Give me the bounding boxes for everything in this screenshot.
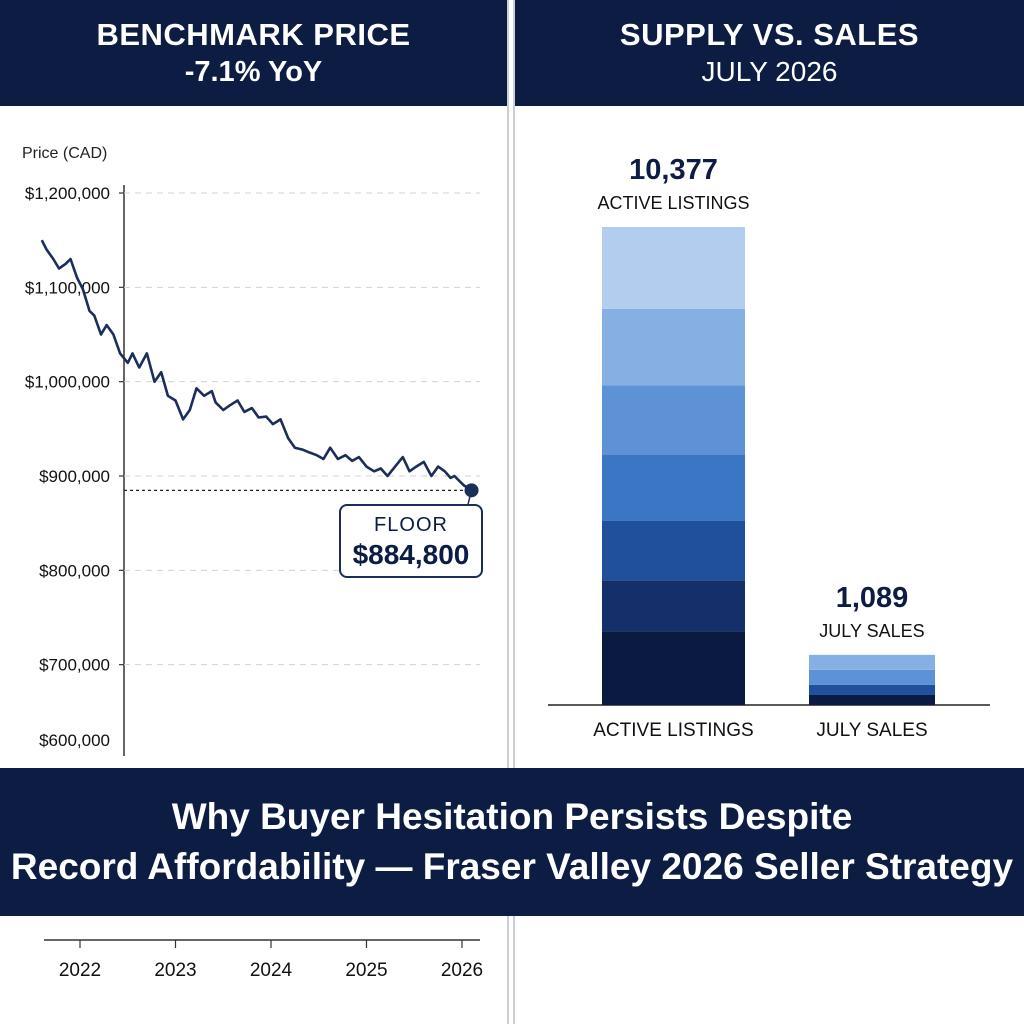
- bar-value-label: 10,377: [629, 154, 718, 186]
- benchmark-price-title: BENCHMARK PRICE: [96, 17, 411, 52]
- x-tick-label: 2022: [59, 960, 101, 981]
- headline-line-1: Why Buyer Hesitation Persists Despite: [171, 796, 853, 837]
- supply-sales-header: SUPPLY VS. SALES JULY 2026: [515, 0, 1024, 106]
- y-tick-label: $1,200,000: [25, 184, 110, 203]
- y-tick-label: $1,100,000: [25, 278, 110, 297]
- supply-sales-title: SUPPLY VS. SALES: [619, 17, 920, 52]
- bar-july-sales-segment: [809, 684, 935, 695]
- x-tick-label: 2024: [250, 960, 293, 981]
- bar-active-listings-segment: [602, 631, 745, 705]
- bar-active-listings-segment: [602, 520, 745, 581]
- bar-value-label: 1,089: [836, 582, 909, 614]
- y-tick-label: $600,000: [39, 731, 110, 750]
- floor-value: $884,800: [352, 539, 470, 570]
- bar-july-sales-segment: [809, 654, 935, 670]
- panel-divider: [507, 0, 515, 1024]
- bar-active-listings-segment: [602, 308, 745, 386]
- floor-marker-point: [464, 483, 479, 498]
- x-tick-label: 2026: [441, 960, 483, 981]
- bar-category-label: ACTIVE LISTINGS: [593, 720, 753, 741]
- y-tick-label: $700,000: [39, 656, 110, 675]
- bar-active-listings-segment: [602, 227, 745, 309]
- y-tick-label: $800,000: [39, 561, 110, 580]
- bar-july-sales-segment: [809, 694, 935, 705]
- bar-category-label: JULY SALES: [816, 720, 927, 741]
- y-tick-label: $1,000,000: [25, 373, 110, 392]
- price-series-line: [40, 239, 473, 492]
- floor-label: FLOOR: [374, 514, 448, 536]
- floor-callout: FLOOR $884,800: [339, 504, 483, 578]
- bar-active-listings-segment: [602, 455, 745, 521]
- benchmark-price-header: BENCHMARK PRICE -7.1% YoY: [0, 0, 507, 106]
- supply-sales-period: JULY 2026: [701, 56, 838, 87]
- x-tick-label: 2025: [345, 960, 387, 981]
- y-tick-label: $900,000: [39, 467, 110, 486]
- bar-active-listings-segment: [602, 385, 745, 456]
- bar-title-label: JULY SALES: [819, 621, 924, 641]
- bar-active-listings-segment: [602, 580, 745, 632]
- benchmark-price-change: -7.1% YoY: [184, 56, 323, 88]
- headline-line-2: Record Affordability — Fraser Valley 202…: [10, 846, 1014, 887]
- bar-july-sales-segment: [809, 669, 935, 685]
- bar-title-label: ACTIVE LISTINGS: [597, 193, 749, 213]
- headline-banner: Why Buyer Hesitation Persists Despite Re…: [0, 768, 1024, 916]
- x-tick-label: 2023: [154, 960, 196, 981]
- y-axis-label: Price (CAD): [22, 145, 107, 162]
